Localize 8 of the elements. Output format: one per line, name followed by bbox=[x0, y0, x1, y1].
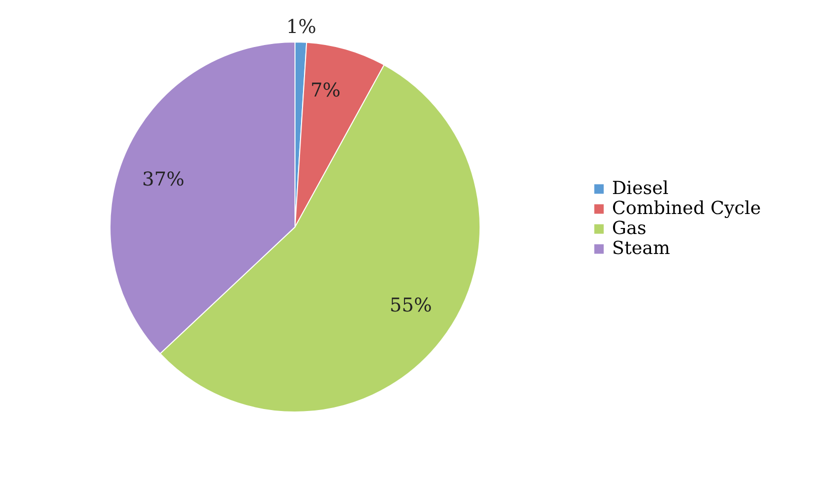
data-label: 37% bbox=[142, 168, 184, 191]
legend-label: Combined Cycle bbox=[612, 198, 761, 219]
legend-label: Steam bbox=[612, 238, 670, 259]
legend-label: Diesel bbox=[612, 178, 669, 199]
data-label: 1% bbox=[286, 16, 316, 38]
data-label: 7% bbox=[310, 79, 341, 102]
data-label: 55% bbox=[390, 294, 432, 317]
legend-label: Gas bbox=[612, 218, 646, 239]
